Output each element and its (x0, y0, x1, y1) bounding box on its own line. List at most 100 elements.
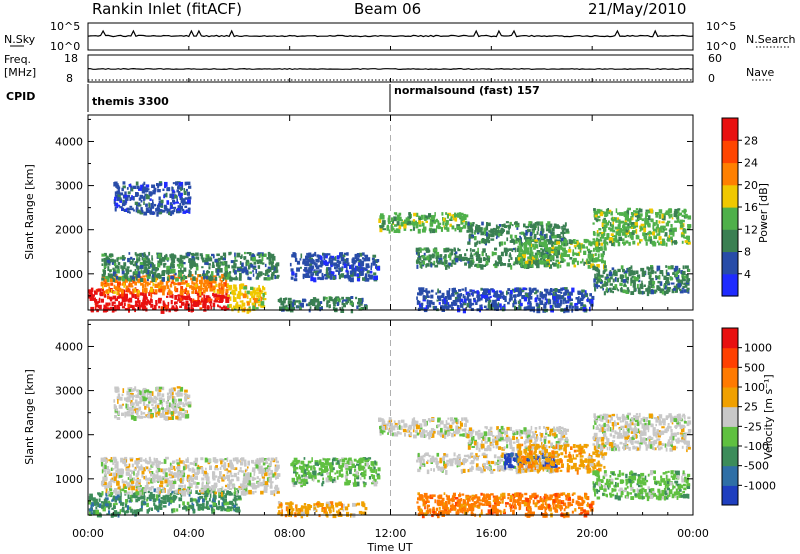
power-cell (435, 218, 438, 222)
velocity-cell (102, 504, 106, 508)
power-cell (113, 262, 117, 266)
power-cell (457, 247, 459, 251)
power-cell (487, 240, 491, 244)
power-cell (554, 241, 558, 246)
velocity-cell (124, 463, 126, 467)
power-cell (256, 298, 260, 303)
power-cell (544, 296, 547, 301)
colorbar-swatch (722, 273, 738, 297)
power-cell (602, 227, 607, 232)
power-cell (450, 216, 453, 220)
velocity-cell (110, 478, 115, 483)
power-cell (140, 199, 143, 203)
power-cell (142, 186, 147, 189)
power-cell (140, 282, 144, 286)
velocity-cell (220, 506, 224, 512)
velocity-cell (152, 498, 157, 503)
power-cell (165, 208, 168, 211)
power-cell (461, 257, 466, 262)
power-cell (550, 232, 555, 236)
power-cell (423, 214, 426, 220)
power-cell (183, 188, 185, 192)
power-cell (432, 301, 435, 306)
velocity-cell (226, 490, 229, 495)
power-cell (143, 287, 148, 293)
power-cell (491, 251, 494, 257)
power-cell (345, 300, 348, 305)
velocity-cell (128, 506, 132, 510)
power-cell (398, 229, 401, 234)
power-cell (133, 288, 137, 293)
power-cell (498, 233, 502, 236)
power-cell (283, 305, 286, 310)
power-cell (273, 266, 276, 272)
power-cell (113, 199, 116, 205)
power-cell (279, 306, 283, 311)
power-cell (557, 261, 561, 265)
power-cell (492, 230, 495, 234)
power-cell (602, 251, 605, 256)
velocity-cell (217, 468, 219, 471)
velocity-cell (175, 459, 180, 462)
power-cell (221, 294, 225, 299)
nsky-label: N.Sky (4, 33, 36, 46)
power-cell (144, 252, 146, 257)
power-cell (137, 304, 141, 310)
velocity-cell (274, 466, 278, 471)
power-cell (163, 194, 166, 199)
velocity-cell (160, 462, 164, 464)
velocity-cell (153, 488, 157, 493)
power-cell (451, 225, 455, 230)
power-cell (190, 305, 193, 308)
power-cell (356, 253, 360, 256)
velocity-cell (257, 466, 262, 471)
velocity-cell (263, 476, 266, 481)
power-cell (639, 283, 643, 289)
power-cell (154, 289, 158, 294)
power-cell (491, 289, 495, 293)
velocity-cell (134, 466, 137, 470)
power-cell (530, 251, 534, 257)
power-cell (536, 221, 540, 226)
power-cell (278, 298, 282, 303)
power-cell (132, 196, 135, 201)
velocity-cell (100, 461, 104, 467)
power-cell (466, 248, 468, 252)
power-cell (677, 283, 682, 288)
power-cell (627, 218, 630, 222)
power-cell (637, 287, 641, 292)
power-cell (539, 300, 544, 305)
power-cell (536, 244, 539, 249)
power-cell (619, 274, 624, 279)
power-cell (249, 291, 254, 296)
velocity-cell (142, 503, 146, 506)
power-cell (329, 296, 333, 301)
power-cell (155, 274, 159, 278)
velocity-cell (104, 500, 108, 505)
power-cell (451, 292, 455, 297)
power-cell (159, 184, 162, 187)
power-cell (625, 290, 630, 294)
power-cell (259, 289, 262, 292)
power-cell (129, 208, 133, 211)
power-cell (276, 262, 280, 267)
power-cell (202, 260, 206, 263)
power-cell (421, 287, 425, 292)
power-cell (162, 270, 166, 273)
power-cell (687, 215, 692, 220)
power-cell (534, 239, 538, 242)
velocity-cell (131, 492, 134, 498)
power-cell (129, 205, 133, 208)
power-cell (207, 283, 211, 289)
power-cell (390, 217, 394, 222)
power-cell (432, 263, 435, 266)
power-cell (549, 299, 552, 305)
power-cell (572, 249, 574, 253)
power-cell (534, 297, 538, 303)
power-cell (123, 302, 126, 306)
power-cell (107, 266, 110, 271)
power-cell (584, 262, 587, 265)
power-cell (490, 288, 494, 291)
power-cell (475, 253, 478, 258)
velocity-cell (137, 481, 141, 486)
